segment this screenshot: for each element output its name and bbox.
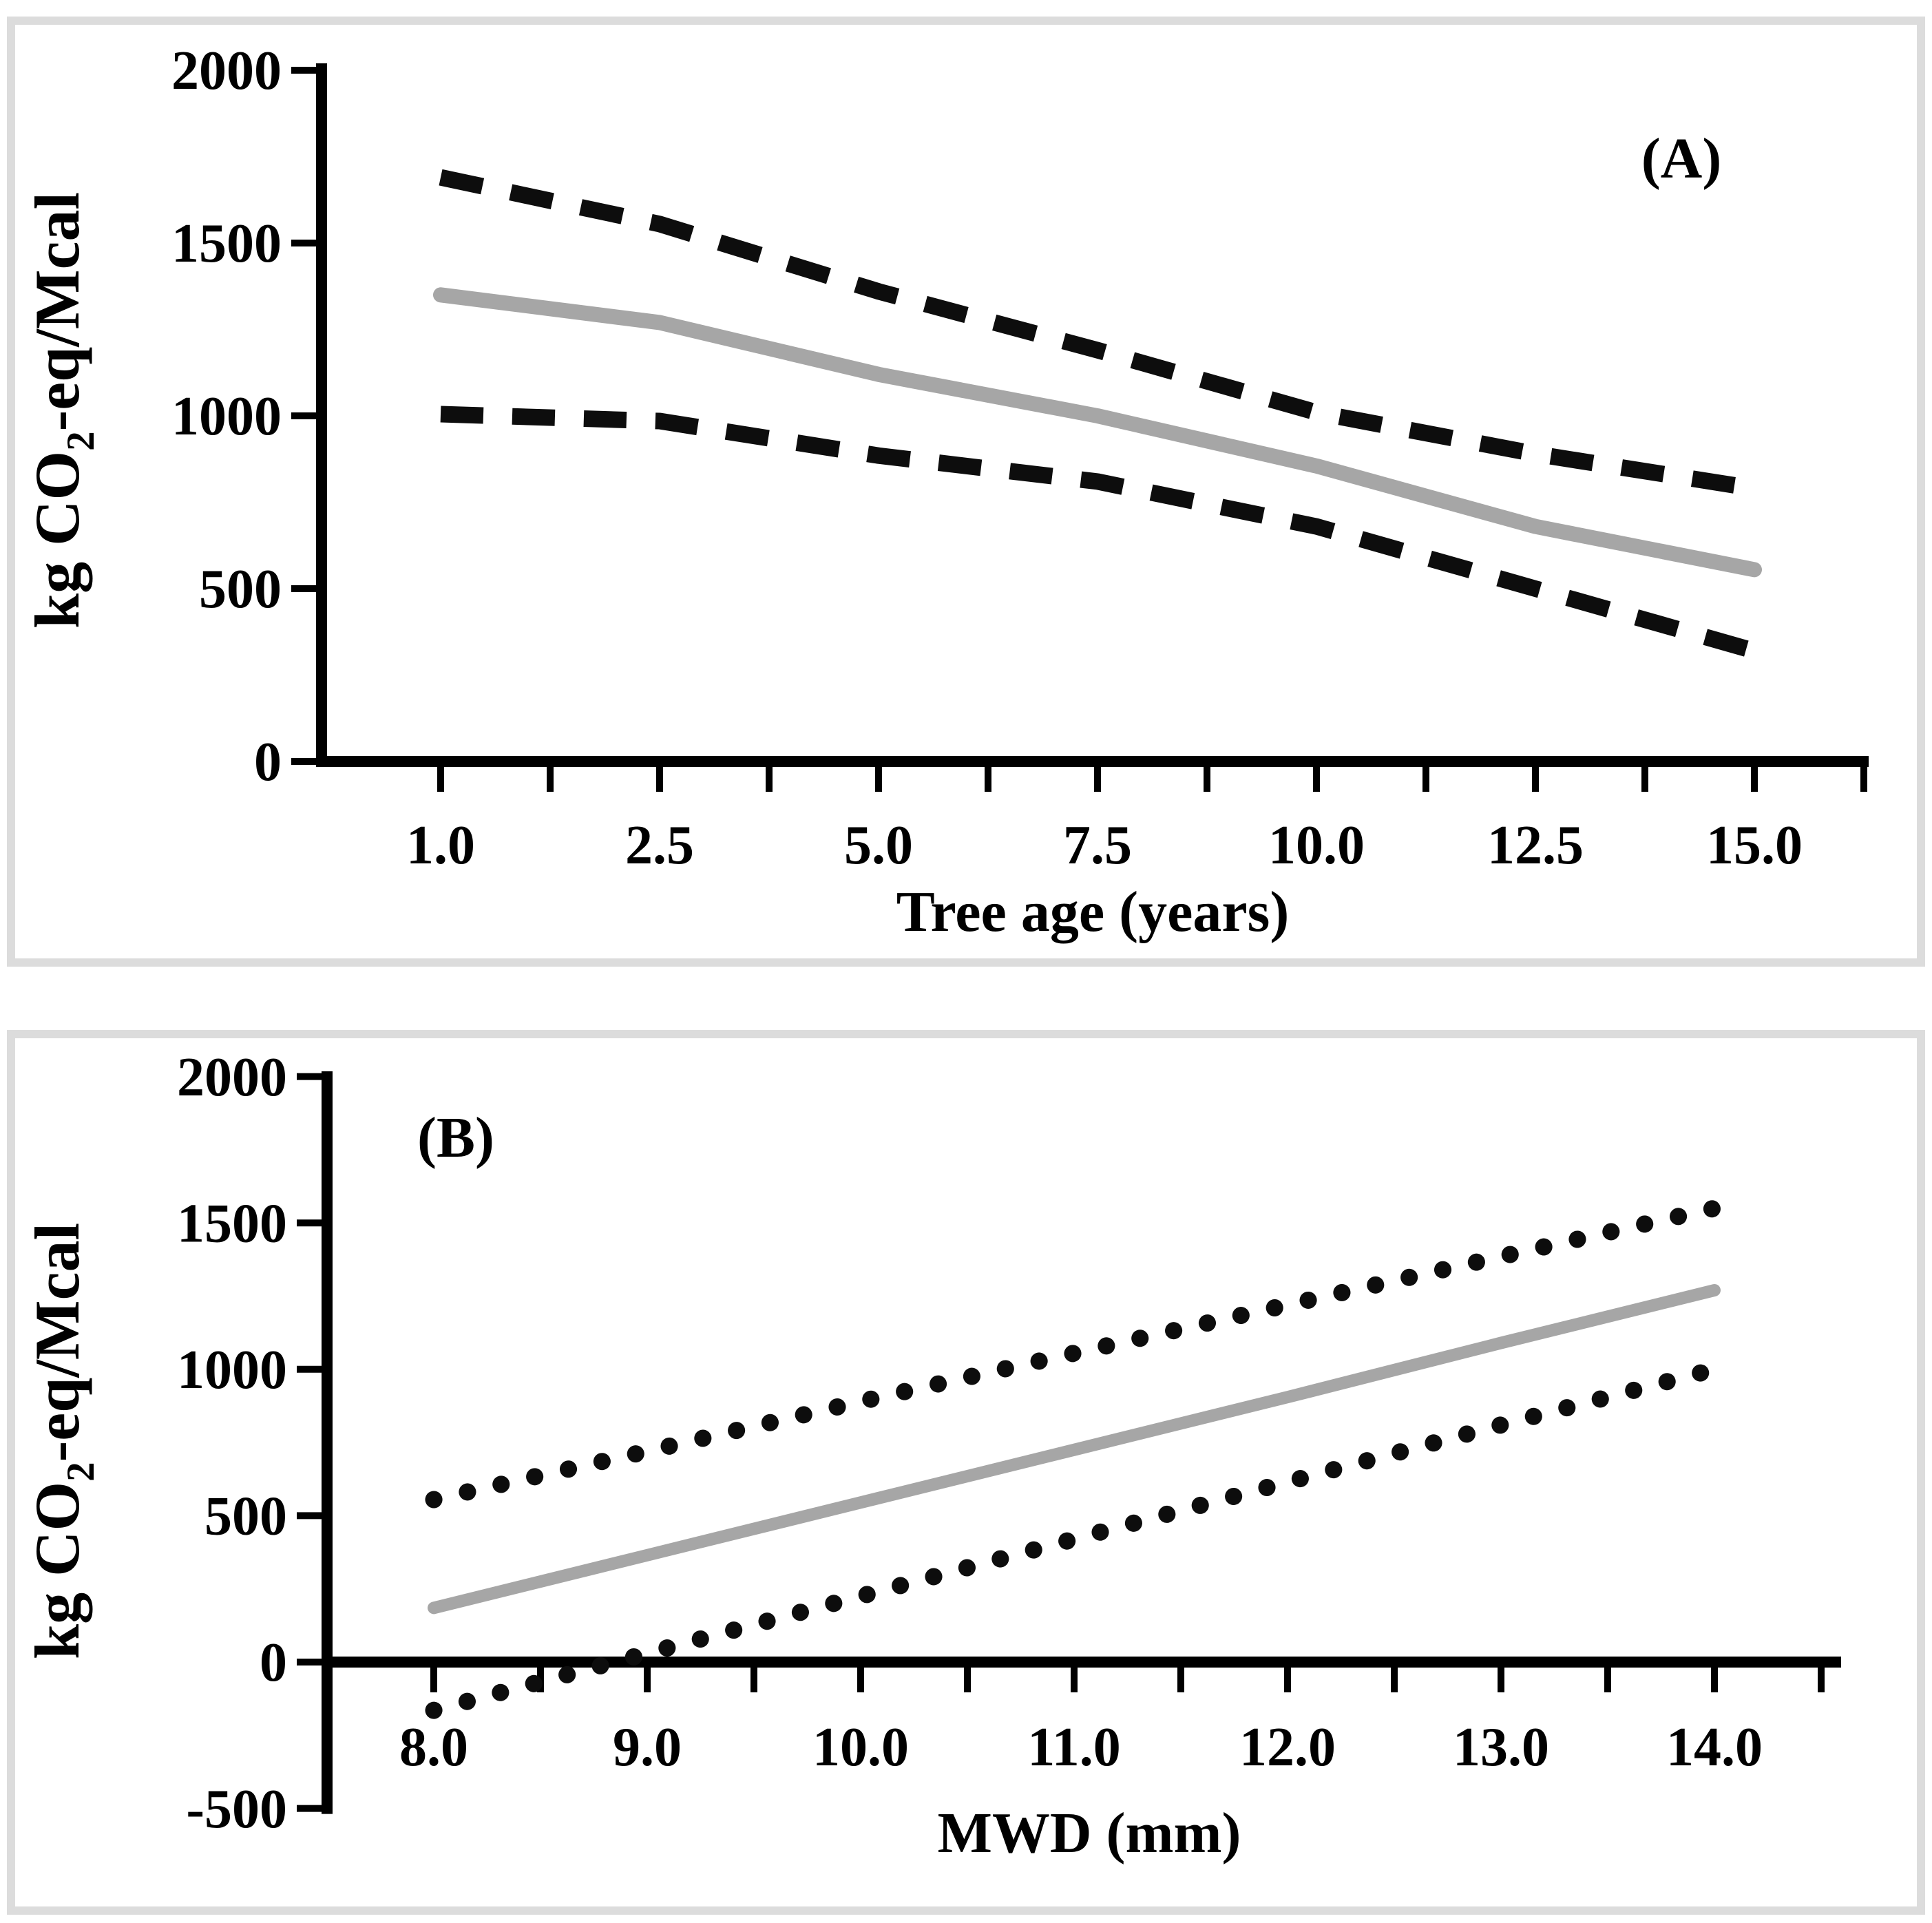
x-axis-tick-label: 5.0: [844, 815, 913, 876]
panel-a: 0 500 1000 1500 2000 1.0 2.5 5.0 7.5 10.0 12.5 15.0…: [7, 17, 1925, 967]
y-axis-tick-label: 2000: [171, 41, 282, 101]
y-axis-title: kg CO2-eq/Mcal: [22, 1223, 103, 1659]
x-axis-tick-label: 1.0: [406, 815, 475, 876]
x-axis-tick-label: 8.0: [399, 1717, 468, 1778]
x-axis-title: Tree age (years): [896, 880, 1290, 944]
y-axis-tick-label: -500: [186, 1779, 287, 1840]
y-axis-tick-label: 500: [199, 559, 282, 620]
x-axis-tick-label: 12.0: [1239, 1717, 1336, 1778]
panel-label: (B): [417, 1106, 494, 1170]
chart-a-canvas: 0 500 1000 1500 2000 1.0 2.5 5.0 7.5 10.0 12.5 15.0…: [22, 41, 1869, 944]
y-axis-tick-label: 0: [254, 732, 282, 792]
x-axis-tick-label: 7.5: [1063, 815, 1132, 876]
y-axis-tick-label: 1000: [171, 386, 282, 447]
x-axis-tick-label: 2.5: [625, 815, 694, 876]
series-predicted-mean: [433, 287, 1762, 578]
series-lower-confidence-limit: [440, 406, 1757, 659]
x-axis-tick-label: 9.0: [613, 1717, 682, 1778]
chart-b-canvas: -500 0 500 1000 1500 2000 8.0 9.0 10.0 11.0 12.0 13…: [22, 1047, 1841, 1865]
x-axis-tick-label: 13.0: [1453, 1717, 1549, 1778]
x-axis-tick-label: 12.5: [1487, 815, 1584, 876]
panel-b: -500 0 500 1000 1500 2000 8.0 9.0 10.0 11.0 12.0 13…: [7, 1030, 1925, 1915]
y-axis-tick-label: 0: [260, 1632, 287, 1693]
y-axis-tick-label: 1500: [177, 1193, 287, 1254]
x-axis-title: MWD (mm): [938, 1801, 1241, 1865]
y-axis-tick-label: 2000: [177, 1047, 287, 1108]
series-upper-confidence-limit: [425, 1199, 1723, 1509]
series-upper-confidence-limit: [439, 169, 1756, 497]
x-axis-tick-label: 10.0: [1268, 815, 1365, 876]
x-axis-tick-label: 15.0: [1706, 815, 1803, 876]
y-axis-title: kg CO2-eq/Mcal: [22, 192, 103, 629]
series-lower-confidence-limit: [425, 1360, 1723, 1719]
x-axis-tick-label: 10.0: [812, 1717, 909, 1778]
y-axis-tick-label: 1500: [171, 213, 282, 274]
x-axis-tick-label: 14.0: [1666, 1717, 1763, 1778]
series-predicted-mean: [428, 1283, 1721, 1615]
y-axis-tick-label: 1000: [177, 1340, 287, 1400]
panel-label: (A): [1641, 127, 1722, 191]
x-axis-tick-label: 11.0: [1027, 1717, 1121, 1778]
y-axis-tick-label: 500: [204, 1486, 287, 1547]
